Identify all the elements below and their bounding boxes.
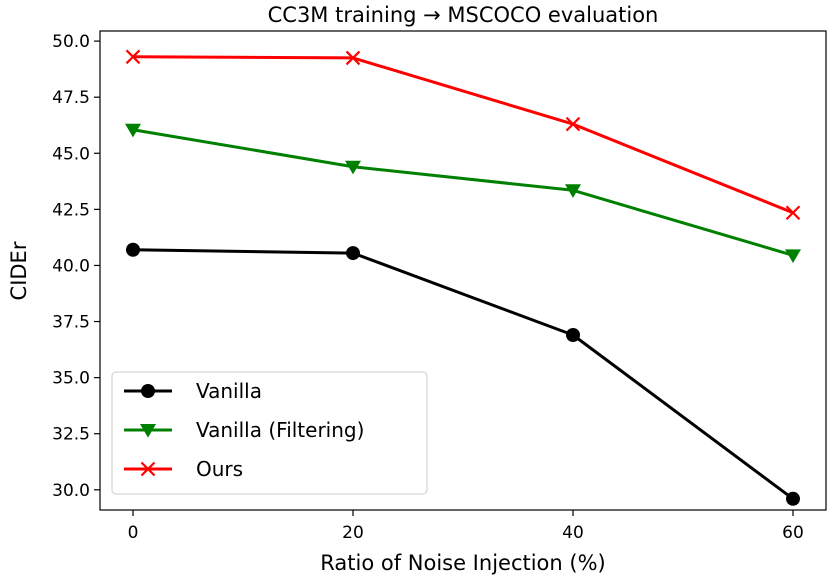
data-point — [345, 160, 361, 175]
plot-frame — [99, 30, 827, 511]
data-point — [345, 50, 361, 66]
data-point — [786, 491, 800, 506]
x-axis-label: Ratio of Noise Injection (%) — [320, 551, 605, 575]
series-2 — [125, 49, 801, 221]
legend-label: Vanilla — [196, 379, 262, 403]
y-tick-label: 40.0 — [52, 256, 90, 276]
legend-item: Ours — [124, 457, 243, 481]
y-tick-label: 45.0 — [52, 144, 90, 164]
x-tick-label: 20 — [342, 523, 364, 543]
y-tick-label: 50.0 — [52, 32, 90, 52]
x-tick-label: 40 — [562, 523, 584, 543]
x-tick-label: 60 — [782, 523, 804, 543]
series-line — [132, 128, 794, 257]
x-tick-label: 0 — [128, 523, 139, 543]
data-point — [125, 49, 141, 65]
legend-box — [111, 371, 428, 495]
series-0 — [126, 242, 800, 506]
y-tick-label: 42.5 — [52, 200, 90, 220]
y-tick-label: 37.5 — [52, 313, 90, 333]
y-tick-label: 32.5 — [52, 425, 90, 445]
legend-item: Vanilla — [124, 379, 262, 403]
chart-title: CC3M training → MSCOCO evaluation — [268, 3, 659, 27]
data-point — [565, 184, 581, 198]
data-point — [785, 205, 801, 221]
y-tick-label: 47.5 — [52, 88, 90, 108]
legend-marker — [140, 424, 156, 438]
legend-item: Vanilla (Filtering) — [124, 418, 364, 442]
data-point — [126, 242, 140, 257]
series-1 — [125, 123, 801, 263]
data-point — [565, 116, 581, 132]
legend-label: Ours — [196, 457, 243, 481]
y-axis-label: CIDEr — [7, 241, 31, 300]
data-point — [125, 123, 141, 138]
legend: Vanilla Vanilla (Filtering) Ours — [111, 371, 428, 495]
legend-label: Vanilla (Filtering) — [196, 418, 364, 442]
data-point — [785, 249, 801, 263]
data-point — [566, 328, 580, 343]
y-tick-label: 30.0 — [52, 481, 90, 501]
legend-marker — [140, 461, 156, 477]
legend-marker — [141, 384, 155, 398]
y-tick-label: 35.0 — [52, 369, 90, 389]
data-point — [346, 246, 360, 261]
series-line — [132, 55, 794, 215]
series-line — [132, 248, 794, 500]
